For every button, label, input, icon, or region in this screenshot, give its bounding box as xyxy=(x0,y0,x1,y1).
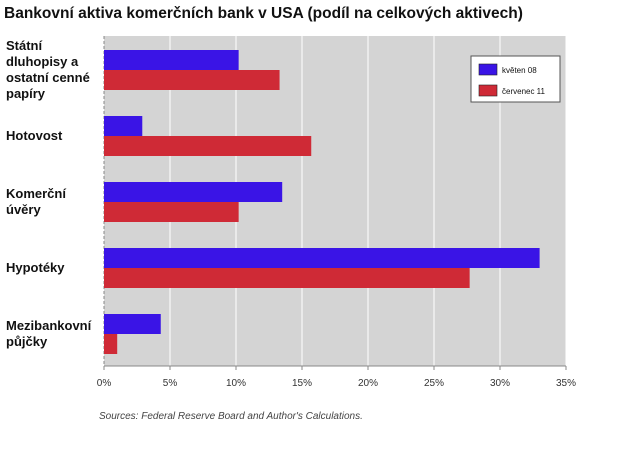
category-label-line: Státní xyxy=(6,38,43,53)
x-tick-label: 30% xyxy=(490,378,510,389)
category-label-line: půjčky xyxy=(6,334,48,349)
category-label-line: Komerční xyxy=(6,186,66,201)
category-label: Komerční úvěry xyxy=(6,186,106,218)
category-label: Hotovost xyxy=(6,128,106,144)
x-tick-label: 35% xyxy=(556,378,576,389)
category-label-line: úvěry xyxy=(6,202,41,217)
x-tick-label: 0% xyxy=(97,378,112,389)
legend-swatch xyxy=(478,63,498,76)
x-tick-label: 25% xyxy=(424,378,444,389)
bar-2 xyxy=(104,202,239,222)
bar-2 xyxy=(104,70,280,90)
category-label-line: Hypotéky xyxy=(6,260,65,275)
x-tick-label: 5% xyxy=(163,378,178,389)
category-label: Hypotéky xyxy=(6,260,106,276)
bar-2 xyxy=(104,136,312,156)
bar-1 xyxy=(104,50,239,70)
category-label: Mezibankovní půjčky xyxy=(6,318,106,350)
bar-1 xyxy=(104,182,283,202)
legend-swatch xyxy=(478,84,498,97)
bar-1 xyxy=(104,314,161,334)
bar-1 xyxy=(104,248,540,268)
category-label-line: dluhopisy a xyxy=(6,54,79,69)
x-tick-label: 15% xyxy=(292,378,312,389)
chart-title: Bankovní aktiva komerčních bank v USA (p… xyxy=(4,5,523,22)
source-note: Sources: Federal Reserve Board and Autho… xyxy=(99,411,363,422)
x-tick-label: 20% xyxy=(358,378,378,389)
bar-2 xyxy=(104,268,470,288)
category-label: Státní dluhopisy a ostatní cenné papíry xyxy=(6,38,106,102)
category-label-line: Mezibankovní xyxy=(6,318,92,333)
bar-1 xyxy=(104,116,143,136)
legend-label: květen 08 xyxy=(502,66,537,75)
category-label-line: papíry xyxy=(6,86,46,101)
bar-2 xyxy=(104,334,118,354)
category-label-line: Hotovost xyxy=(6,128,63,143)
category-label-line: ostatní cenné xyxy=(6,70,90,85)
legend-label: červenec 11 xyxy=(502,87,546,96)
x-tick-label: 10% xyxy=(226,378,246,389)
